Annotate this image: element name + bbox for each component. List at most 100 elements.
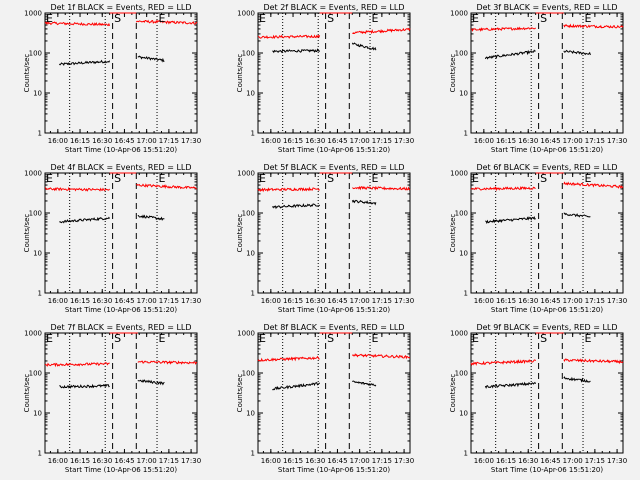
y-axis-label: Counts/sec [449, 214, 457, 253]
series-black-line [272, 381, 321, 391]
panel-det-9: Det 9f BLACK = Events, RED = LLD 1 10 100 10… [449, 323, 627, 474]
y-tick-label: 1 [38, 450, 42, 458]
x-tick-label: 17:00 [137, 137, 157, 145]
marker-label-e: E [585, 172, 592, 185]
series-black-line [59, 216, 111, 224]
plot-frame [44, 332, 198, 454]
x-tick-label: 17:15 [159, 297, 179, 305]
series-black-line [58, 59, 111, 66]
y-axis-label: Counts/sec [23, 214, 31, 253]
y-axis-label: Counts/sec [449, 54, 457, 93]
series-red-line [470, 359, 537, 366]
panel-det-1: Det 1f BLACK = Events, RED = LLD 1 10 100 10… [23, 3, 201, 154]
x-tick-label: 16:15 [283, 457, 303, 465]
y-tick-label: 1000 [450, 10, 468, 18]
marker-label-e: E [472, 12, 479, 25]
marker-label-e: E [372, 172, 379, 185]
plot-frame [44, 172, 198, 294]
series-red-line [137, 360, 198, 365]
series-black-line [563, 212, 591, 218]
series-red-line [352, 185, 411, 191]
x-tick-label: 16:30 [518, 137, 538, 145]
series-red-line [44, 186, 110, 192]
x-tick-label: 16:15 [70, 137, 90, 145]
y-tick-label: 1000 [450, 170, 468, 178]
x-tick-label: 17:00 [563, 137, 583, 145]
x-tick-label: 16:45 [540, 297, 560, 305]
marker-label-s: S [114, 172, 121, 185]
y-tick-label: 1 [38, 290, 42, 298]
marker-label-s: S [540, 172, 547, 185]
panel-det-6: Det 6f BLACK = Events, RED = LLD 1 10 100 10… [449, 163, 627, 314]
marker-label-e: E [159, 332, 166, 345]
y-axis-label: Counts/sec [449, 374, 457, 413]
series-red-line [135, 19, 198, 25]
y-tick-label: 1 [251, 290, 255, 298]
panel-title: Det 4f BLACK = Events, RED = LLD [50, 163, 191, 172]
x-tick-label: 16:00 [261, 457, 281, 465]
y-tick-label: 1 [464, 290, 468, 298]
x-axis-label: Start Time (10-Apr-06 15:51:20) [491, 146, 603, 154]
x-tick-label: 16:15 [70, 297, 90, 305]
y-tick-label: 100 [242, 210, 255, 218]
plot-frame [470, 172, 624, 294]
y-tick-label: 1000 [450, 330, 468, 338]
plot-frame [470, 12, 624, 134]
series-black-line [484, 49, 536, 60]
series-red-line [470, 186, 536, 192]
marker-label-e: E [46, 332, 53, 345]
y-tick-label: 10 [33, 250, 42, 258]
x-tick-label: 16:00 [261, 297, 281, 305]
x-tick-label: 16:30 [92, 297, 112, 305]
x-tick-label: 16:00 [48, 297, 68, 305]
series-black-line [137, 55, 165, 63]
y-tick-label: 10 [246, 250, 255, 258]
x-tick-label: 16:45 [114, 137, 134, 145]
x-axis-label: Start Time (10-Apr-06 15:51:20) [65, 466, 177, 474]
x-tick-label: 17:30 [181, 457, 201, 465]
y-tick-label: 1 [464, 130, 468, 138]
marker-label-e: E [472, 332, 479, 345]
panel-det-2: Det 2f BLACK = Events, RED = LLD 1 10 100 10… [236, 3, 414, 154]
x-axis-label: Start Time (10-Apr-06 15:51:20) [278, 466, 390, 474]
y-tick-label: 10 [459, 410, 468, 418]
series-red-line [352, 27, 411, 35]
panel-title: Det 3f BLACK = Events, RED = LLD [476, 3, 617, 12]
panel-title: Det 1f BLACK = Events, RED = LLD [50, 3, 191, 12]
x-tick-label: 16:15 [496, 137, 516, 145]
x-tick-label: 16:45 [327, 297, 347, 305]
y-axis-label: Counts/sec [236, 54, 244, 93]
x-axis-label: Start Time (10-Apr-06 15:51:20) [491, 306, 603, 314]
marker-label-e: E [472, 172, 479, 185]
x-tick-label: 16:15 [70, 457, 90, 465]
x-tick-label: 17:00 [350, 457, 370, 465]
x-axis-label: Start Time (10-Apr-06 15:51:20) [491, 466, 603, 474]
marker-label-e: E [585, 12, 592, 25]
x-tick-label: 17:15 [159, 137, 179, 145]
x-tick-label: 17:30 [181, 297, 201, 305]
x-tick-label: 17:30 [394, 297, 414, 305]
series-black-line [59, 383, 110, 389]
series-red-line [563, 23, 624, 29]
x-tick-label: 17:15 [159, 457, 179, 465]
panel-title: Det 8f BLACK = Events, RED = LLD [263, 323, 404, 332]
x-tick-label: 16:15 [496, 457, 516, 465]
series-black-line [351, 42, 377, 51]
y-axis-label: Counts/sec [23, 374, 31, 413]
panel-det-8: Det 8f BLACK = Events, RED = LLD 1 10 100 10… [236, 323, 414, 474]
series-red-line [257, 186, 320, 193]
x-tick-label: 16:00 [474, 457, 494, 465]
y-tick-label: 1000 [24, 170, 42, 178]
x-tick-label: 16:30 [92, 457, 112, 465]
series-black-line [485, 216, 536, 225]
x-tick-label: 16:00 [474, 297, 494, 305]
y-tick-label: 1 [464, 450, 468, 458]
x-axis-label: Start Time (10-Apr-06 15:51:20) [278, 146, 390, 154]
y-tick-label: 100 [29, 210, 42, 218]
series-red-line [351, 353, 411, 360]
series-black-line [137, 214, 165, 221]
x-tick-label: 16:00 [48, 137, 68, 145]
x-tick-label: 17:00 [350, 137, 370, 145]
marker-label-s: S [540, 12, 547, 25]
marker-label-e: E [372, 332, 379, 345]
